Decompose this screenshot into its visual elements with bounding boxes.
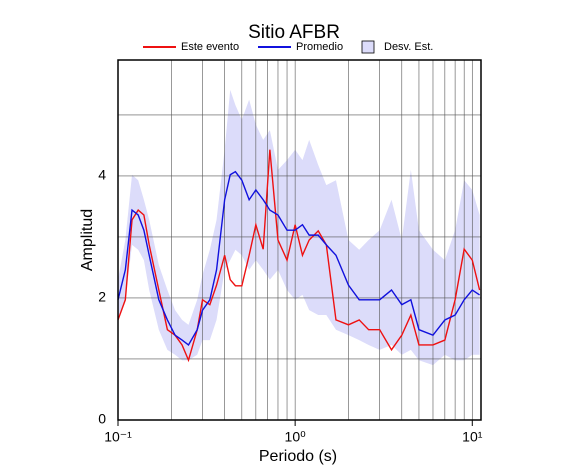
x-axis-label: Periodo (s) <box>259 448 337 465</box>
y-axis-label: Amplitud <box>79 209 96 271</box>
y-tick-label: 0 <box>98 411 106 427</box>
y-tick-label: 4 <box>98 167 106 183</box>
legend-label: Promedio <box>296 41 343 53</box>
legend-swatch <box>361 40 375 54</box>
x-tick-label: 10⁻¹ <box>104 429 132 445</box>
series-line <box>117 149 481 363</box>
x-tick-label: 10¹ <box>462 429 483 445</box>
plot-frame <box>117 59 482 421</box>
x-tick-label: 10⁰ <box>285 429 307 445</box>
legend-label: Este evento <box>181 41 239 53</box>
series-line <box>117 170 481 346</box>
chart-title: Sitio AFBR <box>248 22 340 43</box>
legend-label: Desv. Est. <box>384 41 433 53</box>
y-tick-label: 2 <box>98 289 106 305</box>
